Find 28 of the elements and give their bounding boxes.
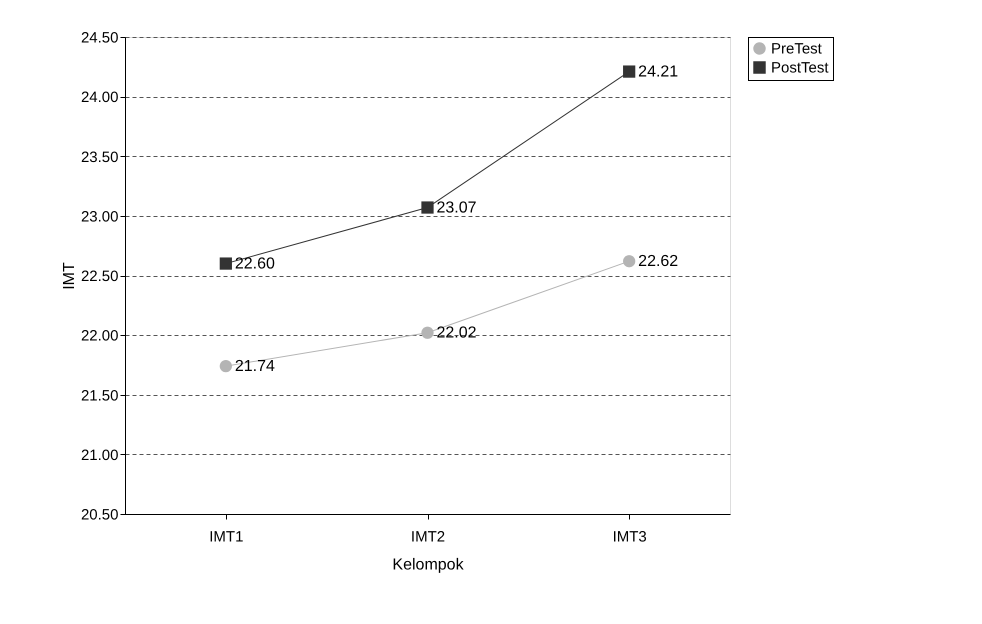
y-tick-label: 21.00 — [80, 446, 118, 464]
data-label: 21.74 — [234, 358, 275, 376]
point — [623, 255, 636, 268]
y-axis-title: IMT — [60, 262, 78, 290]
data-label: 22.60 — [234, 256, 275, 273]
point — [421, 201, 434, 214]
data-label: 24.21 — [638, 64, 678, 81]
y-tick-label: 20.50 — [80, 506, 118, 524]
point — [220, 257, 232, 270]
x-tick-label: IMT2 — [410, 528, 446, 546]
y-tick-label: 24.50 — [80, 30, 118, 46]
legend-label: PreTest — [771, 40, 823, 58]
point — [220, 360, 232, 372]
data-label: 22.62 — [638, 253, 678, 270]
x-tick-label: IMT3 — [612, 528, 647, 546]
y-tick-label: 23.00 — [80, 208, 118, 226]
x-tick-label: IMT1 — [209, 528, 244, 546]
point — [623, 65, 636, 78]
y-tick-label: 23.50 — [80, 148, 118, 166]
x-axis-title: Kelompok — [392, 556, 465, 574]
y-tick-label: 24.00 — [80, 89, 118, 106]
y-tick-label: 21.50 — [80, 387, 118, 404]
y-tick-label: 22.00 — [80, 328, 118, 345]
legend-label: PostTest — [771, 60, 830, 76]
point — [421, 326, 434, 339]
data-label: 23.07 — [436, 200, 477, 217]
data-label: 22.02 — [436, 324, 477, 342]
y-tick-label: 22.50 — [80, 268, 118, 285]
